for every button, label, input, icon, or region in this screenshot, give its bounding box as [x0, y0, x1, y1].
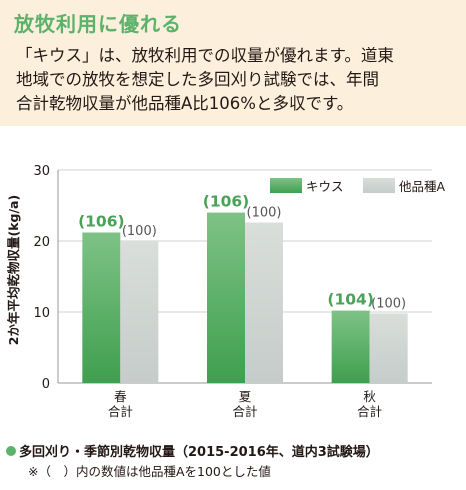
chart-caption: 多回刈り・季節別乾物収量（2015-2016年、道内3試験場） [6, 441, 379, 460]
y-axis-ticks: 0 10 20 30 [33, 164, 50, 392]
bar-kiusu [331, 310, 370, 383]
x-category-label: 春 [114, 389, 127, 404]
description-line: 合計乾物収量が他品種A比106%と多収です。 [16, 94, 354, 113]
bar-other-a [120, 241, 159, 383]
x-category-label: 合計 [108, 404, 133, 419]
y-tick-label: 10 [33, 306, 50, 321]
bar-data-label: (100) [122, 224, 157, 239]
x-category-label: 合計 [357, 404, 382, 419]
bar-data-label: (106) [78, 212, 125, 230]
bar-kiusu [82, 232, 121, 383]
y-tick-label: 0 [42, 377, 50, 392]
caption-text: 多回刈り・季節別乾物収量（2015-2016年、道内3試験場） [19, 445, 379, 460]
x-category-label: 合計 [232, 404, 257, 419]
bars [82, 212, 408, 383]
y-tick-label: 30 [33, 164, 50, 179]
bar-other-a [369, 313, 408, 383]
header-panel: 放牧利用に優れる 「キウス」は、放牧利用での収量が優れます。道東 地域での放牧を… [0, 0, 466, 126]
bar-data-label: (104) [327, 291, 374, 309]
bar-kiusu [207, 212, 245, 383]
description-line: 地域での放牧を想定した多回刈り試験では、年間 [16, 70, 379, 89]
y-tick-label: 20 [33, 235, 50, 250]
bar-labels: (106)(100)(106)(100)(104)(100) [78, 193, 406, 312]
legend: キウス 他品種A [270, 178, 446, 194]
legend-label: 他品種A [399, 179, 446, 194]
description-line: 「キウス」は、放牧利用での収量が優れます。道東 [16, 46, 394, 65]
bar-data-label: (100) [247, 206, 282, 221]
legend-swatch [363, 178, 395, 193]
bar-data-label: (106) [203, 193, 250, 211]
chart-note: ※（ ）内の数値は他品種Aを100とした値 [28, 464, 271, 479]
page-title: 放牧利用に優れる [14, 12, 182, 36]
legend-swatch [270, 178, 302, 193]
bar-data-label: (100) [371, 296, 406, 311]
legend-label: キウス [306, 179, 344, 194]
description: 「キウス」は、放牧利用での収量が優れます。道東 地域での放牧を想定した多回刈り試… [16, 44, 456, 116]
x-category-label: 秋 [363, 389, 376, 404]
bullet-dot-icon [6, 445, 16, 456]
bar-other-a [245, 222, 283, 383]
y-axis-label: 2か年平均乾物収量(kg/a) [6, 195, 21, 345]
x-category-label: 夏 [239, 389, 252, 404]
